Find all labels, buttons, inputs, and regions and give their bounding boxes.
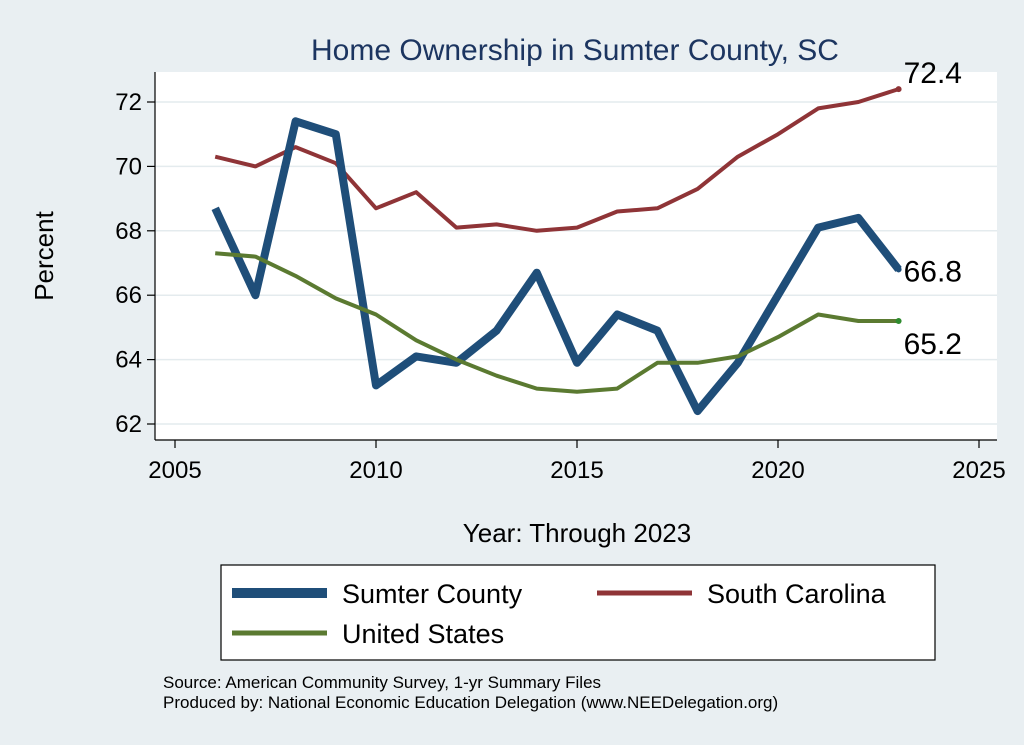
- series-lines: [211, 86, 902, 416]
- end-label-united-states: 65.2: [904, 328, 962, 361]
- end-label-south-carolina: 72.4: [904, 57, 962, 90]
- y-tick-label-70: 70: [115, 153, 142, 180]
- legend: Sumter County South Carolina United Stat…: [220, 564, 936, 661]
- x-tick-label-2025: 2025: [952, 457, 1005, 484]
- series-line-south-carolina: [214, 87, 900, 233]
- series-line-sumter-county: [211, 117, 902, 416]
- x-axis-title: Year: Through 2023: [463, 518, 691, 548]
- end-point-sumter-county: [895, 266, 902, 273]
- x-tick-label-2005: 2005: [148, 457, 201, 484]
- y-tick-label-68: 68: [115, 218, 142, 245]
- producer-note: Produced by: National Economic Education…: [163, 693, 778, 712]
- legend-box: [220, 564, 936, 661]
- ticks: 62 64 66 68 70 72 2005 2010 2015 2020 2025: [115, 89, 1005, 484]
- legend-label-south-carolina: South Carolina: [707, 579, 887, 609]
- legend-label-sumter-county: Sumter County: [342, 579, 523, 609]
- y-tick-label-66: 66: [115, 282, 142, 309]
- x-tick-label-2010: 2010: [349, 457, 402, 484]
- legend-label-united-states: United States: [342, 619, 504, 649]
- y-tick-label-64: 64: [115, 347, 142, 374]
- x-tick-label-2015: 2015: [550, 457, 603, 484]
- end-point-united-states: [895, 317, 902, 324]
- axes: [154, 72, 997, 441]
- plot-area: [155, 72, 997, 440]
- gridlines: [155, 101, 997, 425]
- y-tick-label-72: 72: [115, 89, 142, 116]
- y-axis-title: Percent: [29, 210, 59, 300]
- end-label-sumter-county: 66.8: [904, 255, 962, 288]
- x-tick-label-2020: 2020: [751, 457, 804, 484]
- source-note: Source: American Community Survey, 1-yr …: [163, 673, 601, 692]
- end-point-south-carolina: [895, 86, 902, 93]
- end-labels: 66.8 72.4 65.2: [904, 57, 962, 361]
- series-line-united-states: [215, 251, 899, 394]
- chart-title: Home Ownership in Sumter County, SC: [311, 34, 839, 67]
- y-tick-label-62: 62: [115, 411, 142, 438]
